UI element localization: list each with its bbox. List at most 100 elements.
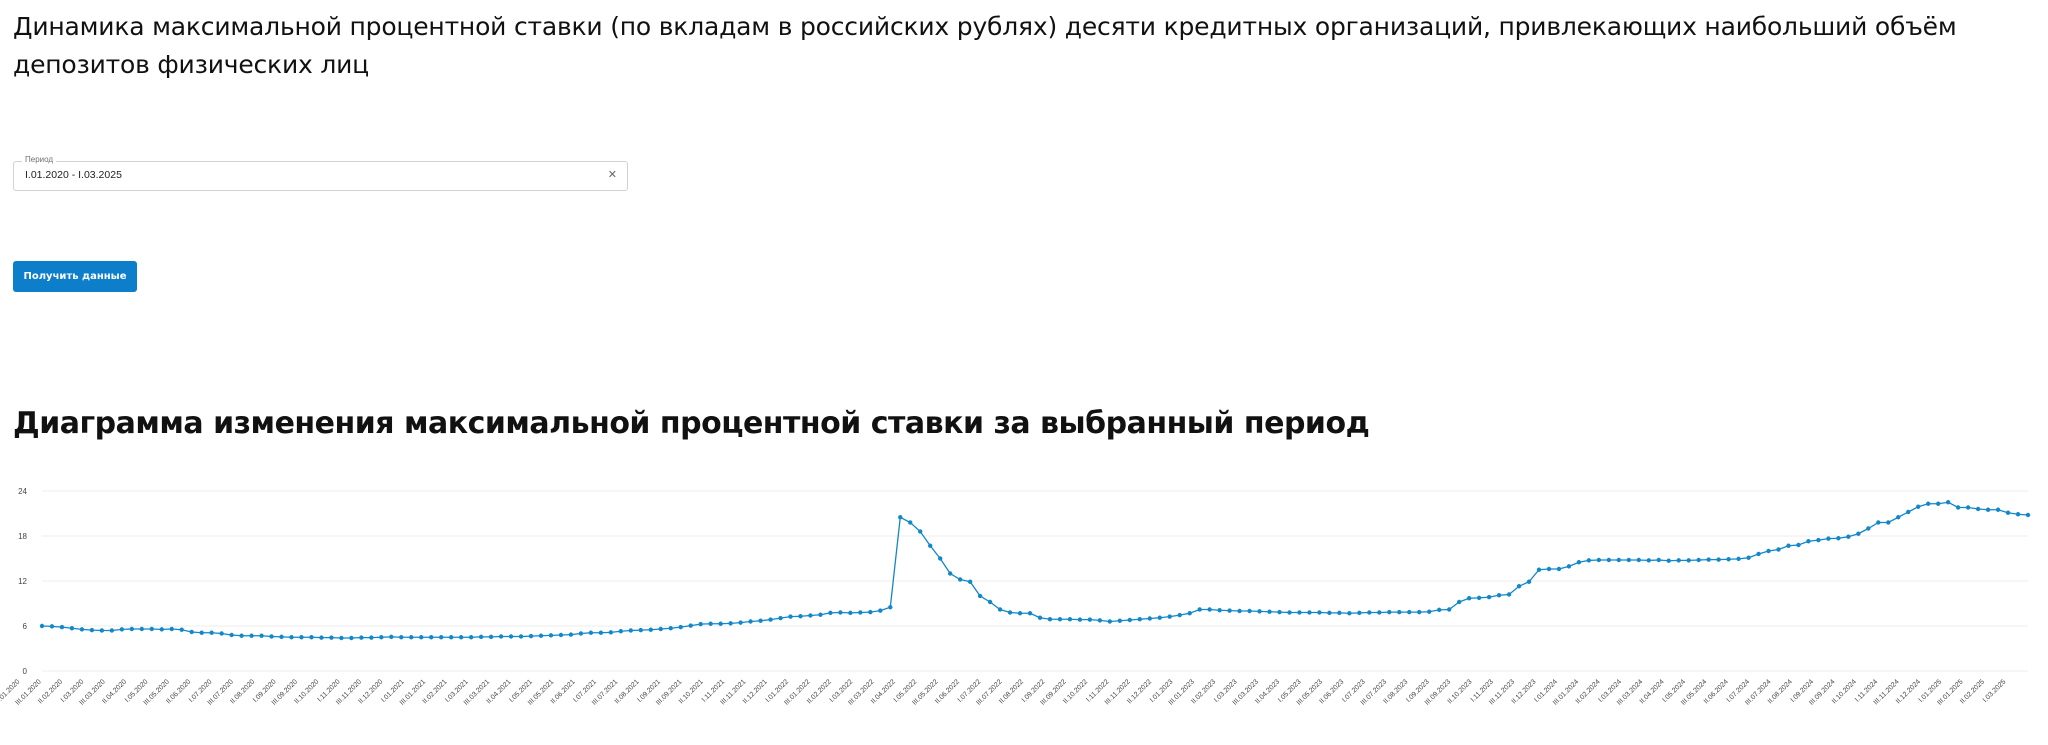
data-point <box>1726 557 1731 562</box>
data-point <box>1466 596 1472 601</box>
data-point <box>39 623 45 629</box>
data-point <box>788 614 793 619</box>
data-point <box>918 529 923 534</box>
data-point <box>1357 610 1362 616</box>
data-point <box>928 543 933 548</box>
data-point <box>179 627 184 632</box>
data-point <box>1846 534 1851 539</box>
data-point <box>1706 557 1711 562</box>
rate-chart: 06121824I.01.2020III.01.2020II.02.2020I.… <box>0 487 2031 707</box>
data-point <box>1945 500 1951 505</box>
data-point <box>359 635 364 640</box>
data-point <box>1646 558 1651 563</box>
series-line <box>41 501 2029 639</box>
data-point <box>1676 558 1681 563</box>
data-point <box>1806 539 1811 544</box>
data-point <box>379 635 384 640</box>
data-point <box>1347 611 1352 616</box>
data-point <box>798 614 803 619</box>
chart-title: Диаграмма изменения максимальной процент… <box>13 406 1370 441</box>
data-point <box>1217 608 1222 613</box>
data-point <box>1636 557 1641 563</box>
data-point <box>1696 557 1701 563</box>
data-point <box>488 634 494 640</box>
data-point <box>1047 617 1053 622</box>
data-point <box>768 617 773 622</box>
data-point <box>1087 617 1093 622</box>
data-point <box>1417 609 1422 615</box>
data-point <box>299 635 304 640</box>
data-point <box>758 618 763 623</box>
data-point <box>1187 611 1192 616</box>
data-point <box>109 628 115 633</box>
data-point <box>1546 566 1552 572</box>
period-select[interactable]: Период I.01.2020 - I.03.2025 ✕ <box>13 154 628 191</box>
data-point <box>249 633 254 638</box>
data-point <box>1317 610 1322 615</box>
data-point <box>1017 611 1023 616</box>
data-point <box>1337 610 1342 616</box>
data-point <box>1975 506 1981 512</box>
data-point <box>349 635 354 641</box>
data-point <box>199 630 204 635</box>
data-point <box>1786 543 1791 548</box>
data-point <box>1037 615 1043 620</box>
y-tick-label: 18 <box>18 532 27 541</box>
data-point <box>818 612 823 617</box>
data-point <box>1277 609 1282 615</box>
data-point <box>648 627 653 632</box>
data-point <box>1207 607 1212 612</box>
data-point <box>678 624 683 630</box>
data-point <box>1407 609 1412 615</box>
data-point <box>1856 531 1861 536</box>
data-point <box>838 610 843 615</box>
close-icon[interactable]: ✕ <box>607 169 617 181</box>
data-point <box>1826 536 1831 541</box>
data-point <box>119 627 125 632</box>
data-point <box>638 627 643 633</box>
data-point <box>289 635 294 640</box>
period-value: I.01.2020 - I.03.2025 <box>25 169 122 181</box>
data-point <box>279 634 284 640</box>
data-point <box>1516 584 1522 589</box>
data-point <box>478 634 484 640</box>
get-data-button[interactable]: Получить данные <box>13 261 137 292</box>
data-point <box>1077 617 1083 622</box>
data-point <box>1137 617 1142 622</box>
y-tick-label: 6 <box>23 622 28 631</box>
data-point <box>389 634 394 640</box>
page-title: Динамика максимальной процентной ставки … <box>13 12 1957 79</box>
data-point <box>1816 537 1821 543</box>
data-point <box>269 634 274 639</box>
data-point <box>1556 566 1562 572</box>
data-point <box>239 633 244 638</box>
data-point <box>708 621 713 626</box>
data-point <box>1935 501 1941 506</box>
data-point <box>618 629 624 634</box>
data-point <box>898 515 903 520</box>
data-point <box>1626 557 1632 563</box>
data-point <box>1566 564 1572 569</box>
data-point <box>748 619 753 624</box>
data-point <box>658 626 663 632</box>
data-point <box>1367 610 1372 615</box>
data-point <box>508 634 514 639</box>
data-point <box>129 626 135 632</box>
data-point <box>608 630 614 635</box>
data-point <box>1995 507 2001 512</box>
data-point <box>1866 526 1871 531</box>
data-point <box>1257 609 1262 614</box>
data-point <box>1097 618 1103 623</box>
data-point <box>1716 557 1721 562</box>
data-point <box>1377 610 1382 615</box>
data-point <box>1506 592 1512 597</box>
data-point <box>738 620 743 625</box>
data-point <box>1906 509 1911 515</box>
data-point <box>1247 608 1252 614</box>
data-point <box>808 613 813 618</box>
data-point <box>79 627 85 632</box>
data-point <box>1397 609 1402 615</box>
data-point <box>1237 608 1242 614</box>
data-point <box>1776 547 1781 552</box>
data-point <box>1057 617 1063 622</box>
